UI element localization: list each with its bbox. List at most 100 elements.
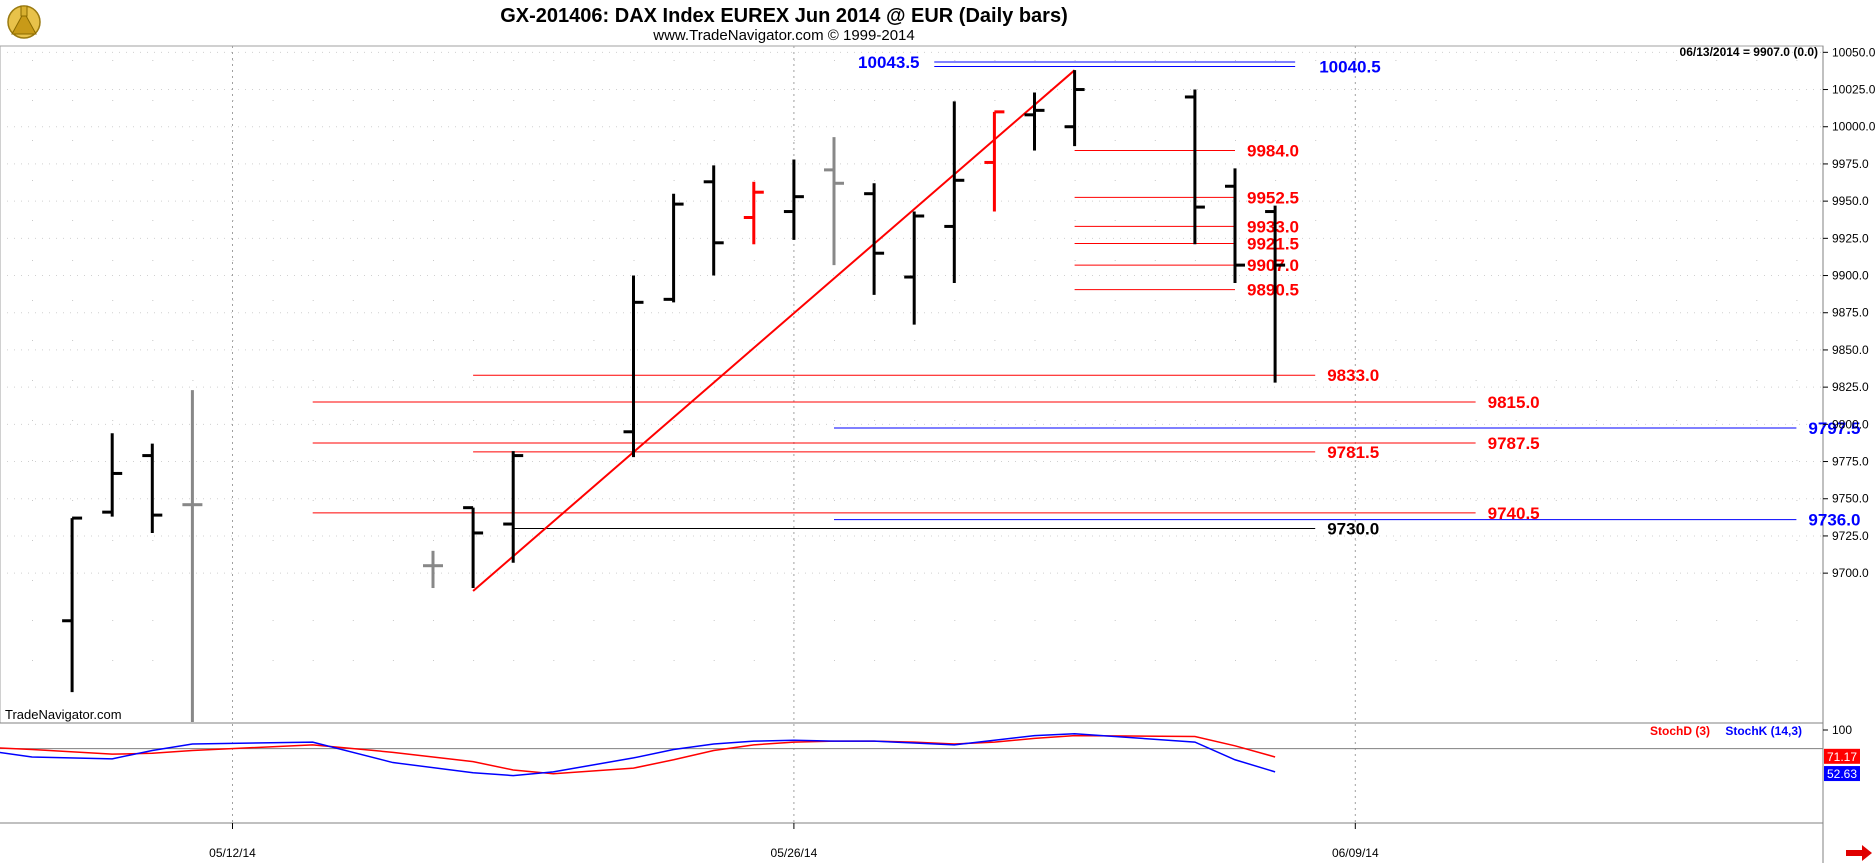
grid-dot bbox=[392, 340, 394, 341]
grid-dot bbox=[1475, 660, 1477, 661]
ohlc-bar bbox=[1225, 168, 1245, 283]
grid-dot bbox=[1435, 140, 1437, 141]
grid-dot bbox=[1555, 100, 1557, 101]
grid-dot bbox=[753, 100, 755, 101]
grid-dot bbox=[1636, 140, 1637, 141]
ohlc-bar bbox=[783, 159, 804, 240]
grid-dot bbox=[1475, 220, 1477, 221]
grid-dot bbox=[232, 500, 234, 501]
grid-dot bbox=[32, 100, 33, 101]
grid-dot bbox=[272, 380, 274, 381]
grid-dot bbox=[1756, 580, 1758, 581]
grid-dot bbox=[834, 420, 835, 421]
grid-dot bbox=[1395, 660, 1397, 661]
grid-dot bbox=[914, 580, 916, 581]
grid-dot bbox=[152, 180, 154, 181]
grid-dot bbox=[1595, 500, 1597, 501]
grid-dot bbox=[954, 460, 956, 461]
ohlc-bar bbox=[824, 137, 844, 266]
grid-dot bbox=[713, 100, 715, 101]
grid-dot bbox=[1475, 340, 1477, 341]
grid-dot bbox=[1716, 300, 1718, 301]
ohlc-bar bbox=[1184, 89, 1205, 245]
grid-dot bbox=[513, 180, 515, 181]
ohlc-bar bbox=[623, 275, 644, 458]
grid-dot bbox=[753, 460, 755, 461]
grid-dot bbox=[232, 620, 234, 621]
grid-dot bbox=[1716, 580, 1718, 581]
ohlc-bar bbox=[1265, 205, 1286, 383]
grid-dot bbox=[1034, 500, 1036, 501]
grid-dot bbox=[1796, 100, 1798, 101]
grid-dot bbox=[1355, 660, 1357, 661]
grid-dot bbox=[433, 460, 434, 461]
grid-dot bbox=[1395, 260, 1397, 261]
chart-title: GX-201406: DAX Index EUREX Jun 2014 @ EU… bbox=[500, 5, 1067, 27]
grid-dot bbox=[1435, 500, 1437, 501]
grid-dot bbox=[1395, 540, 1397, 541]
grid-dot bbox=[753, 60, 755, 61]
grid-dot bbox=[1676, 380, 1678, 381]
grid-dot bbox=[994, 300, 996, 301]
y-tick-label: 9725.0 bbox=[1832, 529, 1869, 543]
stochd-badge-bg bbox=[1824, 748, 1860, 764]
grid-dot bbox=[473, 100, 475, 101]
trendline-group bbox=[472, 69, 1076, 592]
grid-dot bbox=[1315, 140, 1317, 141]
level-label: 9952.5 bbox=[1247, 188, 1299, 207]
grid-dot bbox=[1676, 100, 1678, 101]
grid-dot bbox=[392, 660, 394, 661]
grid-dot bbox=[192, 140, 194, 141]
grid-dot bbox=[994, 380, 996, 381]
grid-dot bbox=[673, 60, 675, 61]
grid-dot bbox=[753, 660, 755, 661]
grid-dot bbox=[994, 620, 996, 621]
y-tick-label: 9700.0 bbox=[1832, 566, 1869, 580]
grid-dot bbox=[834, 340, 835, 341]
scroll-right-icon[interactable] bbox=[1846, 845, 1872, 861]
y-tick-label: 9925.0 bbox=[1832, 231, 1869, 245]
grid-dot bbox=[513, 220, 515, 221]
grid-dot bbox=[1355, 420, 1357, 421]
grid-dot bbox=[352, 620, 354, 621]
grid-dot bbox=[834, 460, 835, 461]
grid-dot bbox=[553, 100, 555, 101]
x-tick-label: 06/09/14 bbox=[1332, 846, 1379, 860]
grid-dot bbox=[312, 540, 314, 541]
grid-dot bbox=[312, 340, 314, 341]
grid-dot bbox=[352, 420, 354, 421]
grid-dot bbox=[1475, 380, 1477, 381]
grid-dot bbox=[1315, 220, 1317, 221]
grid-dot bbox=[593, 100, 595, 101]
grid-dot bbox=[1515, 540, 1517, 541]
grid-dot bbox=[152, 420, 154, 421]
grid-dot bbox=[1716, 420, 1718, 421]
grid-dot bbox=[112, 100, 114, 101]
grid-dot bbox=[1154, 380, 1156, 381]
grid-dot bbox=[793, 260, 795, 261]
grid-dot bbox=[633, 60, 635, 61]
level-label: 9984.0 bbox=[1247, 142, 1299, 161]
grid-dot bbox=[1555, 140, 1557, 141]
grid-dot bbox=[1515, 620, 1517, 621]
grid-dot bbox=[392, 380, 394, 381]
grid-dot bbox=[1676, 180, 1678, 181]
grid-dot bbox=[1154, 620, 1156, 621]
grid-dot bbox=[1074, 300, 1076, 301]
grid-dot bbox=[1636, 220, 1637, 221]
grid-dot bbox=[392, 260, 394, 261]
grid-dot bbox=[152, 380, 154, 381]
grid-dot bbox=[433, 260, 434, 261]
grid-dot bbox=[633, 260, 635, 261]
grid-dot bbox=[1154, 60, 1156, 61]
grid-dot bbox=[32, 300, 33, 301]
grid-dot bbox=[1194, 580, 1196, 581]
grid-dot bbox=[1515, 660, 1517, 661]
grid-dot bbox=[513, 420, 515, 421]
grid-dot bbox=[1194, 340, 1196, 341]
grid-dot bbox=[72, 300, 74, 301]
grid-dot bbox=[793, 100, 795, 101]
grid-dot bbox=[1435, 100, 1437, 101]
grid-dot bbox=[1395, 620, 1397, 621]
grid-dot bbox=[633, 620, 635, 621]
